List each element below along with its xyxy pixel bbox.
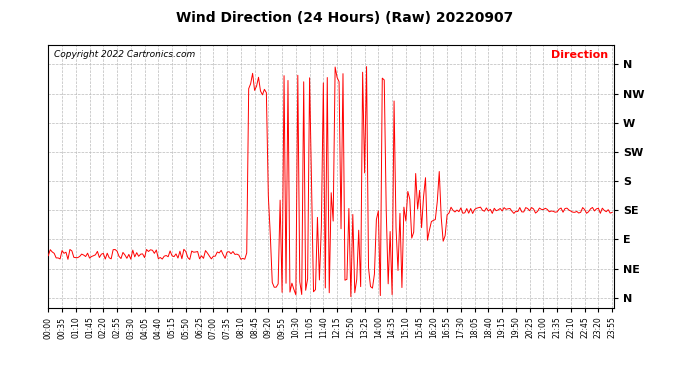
Text: Wind Direction (24 Hours) (Raw) 20220907: Wind Direction (24 Hours) (Raw) 20220907	[177, 11, 513, 25]
Text: Direction: Direction	[551, 50, 609, 60]
Text: Copyright 2022 Cartronics.com: Copyright 2022 Cartronics.com	[54, 50, 195, 59]
